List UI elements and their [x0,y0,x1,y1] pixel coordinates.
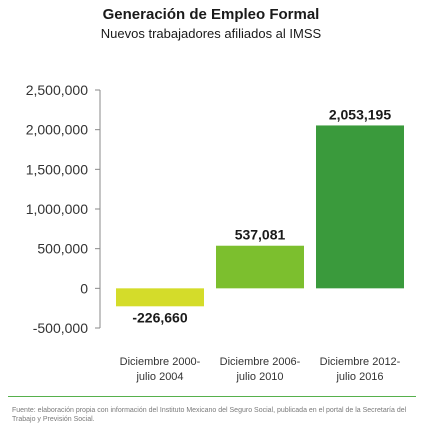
y-tick-label: 2,000,000 [26,122,88,138]
x-category-label: julio 2010 [235,371,283,383]
bar [216,245,304,289]
x-category-label: Diciembre 2000- [120,356,201,368]
bar [316,125,404,289]
x-category-label: Diciembre 2012- [320,356,401,368]
bar-chart: 2,500,000 2,000,000 1,500,000 1,000,000 500,… [26,82,404,383]
bar-value-label: 2,053,195 [329,106,391,122]
source-footnote: Fuente: elaboración propia con informaci… [12,407,407,423]
chart-title: Generación de Empleo Formal [102,6,320,23]
x-category-label: Diciembre 2006- [220,356,301,368]
y-tick-label: 0 [80,280,88,296]
x-category-label: julio 2016 [335,371,383,383]
bar [116,288,204,307]
x-category-label: julio 2004 [135,371,183,383]
y-tick-label: 2,500,000 [26,82,88,98]
y-tick-label: 500,000 [37,241,88,257]
y-tick-label: 1,500,000 [26,161,88,177]
y-tick-label: 1,000,000 [26,201,88,217]
bar-value-label: 537,081 [235,227,286,243]
chart-subtitle: Nuevos trabajadores afiliados al IMSS [100,26,322,41]
y-tick-label: -500,000 [33,320,88,336]
bar-value-label: -226,660 [132,309,187,325]
footer-divider [8,396,416,397]
